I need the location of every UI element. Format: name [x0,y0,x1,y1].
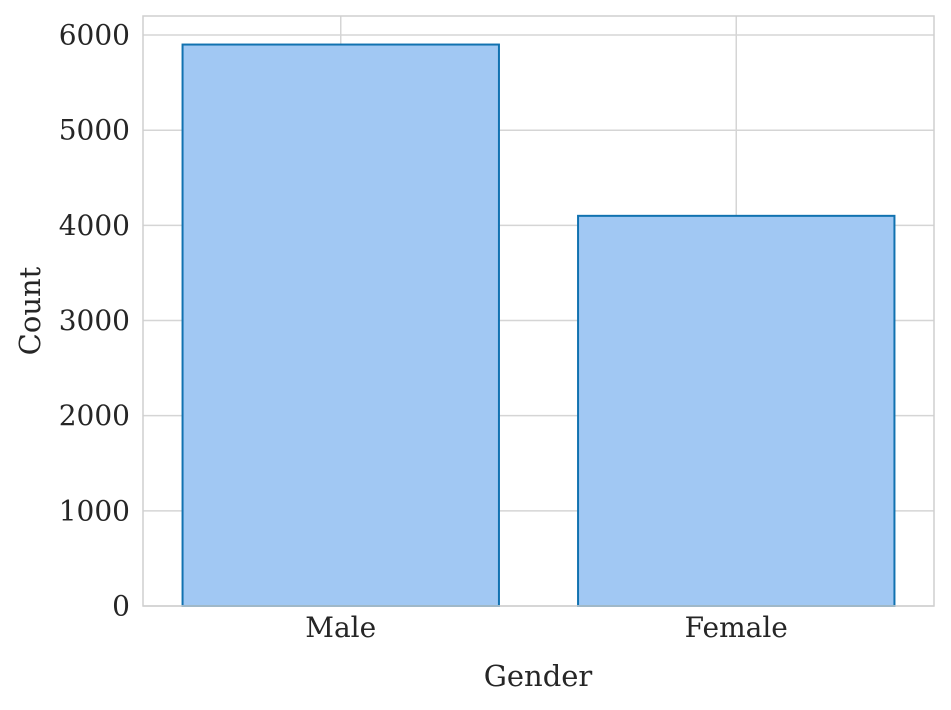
y-tick-label: 0 [112,590,130,623]
y-tick-label: 5000 [59,114,130,147]
y-tick-label: 2000 [59,399,130,432]
bars [181,43,896,607]
bar-female [577,214,896,607]
y-tick-labels: 0 1000 2000 3000 4000 5000 6000 [59,19,130,623]
y-tick-label: 3000 [59,304,130,337]
y-axis-label: Count [13,266,47,355]
x-tick-label: Female [685,611,788,644]
y-tick-label: 1000 [59,494,130,527]
x-tick-labels: Male Female [305,611,788,644]
y-tick-label: 6000 [59,19,130,52]
x-axis-label: Gender [484,659,593,693]
x-tick-label: Male [305,611,376,644]
bar-male [181,43,500,607]
plot-frame [142,15,935,607]
y-tick-label: 4000 [59,209,130,242]
